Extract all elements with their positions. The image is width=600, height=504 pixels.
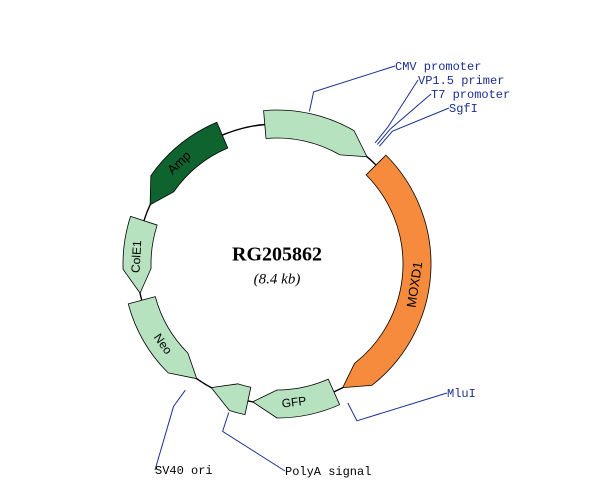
leader-mcs1-2 (379, 108, 449, 146)
outer-label-mlui-0: MluI (447, 387, 476, 401)
outer-label-polya-0: PolyA signal (285, 465, 371, 479)
feature-label-gfp: GFP (281, 394, 307, 411)
feature-label-cole1: ColE1 (129, 240, 145, 274)
plasmid-size: (8.4 kb) (254, 271, 301, 287)
feature-cmv (264, 110, 367, 157)
plasmid-name: RG205862 (232, 244, 322, 266)
leader-polya-0 (223, 412, 285, 471)
outer-label-cmv-0: CMV promoter (395, 60, 481, 74)
leader-mcs1-0 (375, 80, 418, 143)
feature-polya (211, 384, 251, 415)
outer-label-neo-0: SV40 ori (155, 464, 213, 478)
leader-cmv-0 (309, 66, 395, 111)
leader-neo-0 (155, 390, 185, 470)
outer-label-mcs1-0: VP1.5 primer (418, 74, 504, 88)
outer-label-mcs1-2: SgfI (449, 102, 478, 116)
leader-mlui-0 (348, 393, 447, 421)
outer-label-mcs1-1: T7 promoter (431, 88, 510, 102)
feature-amp (150, 122, 228, 205)
